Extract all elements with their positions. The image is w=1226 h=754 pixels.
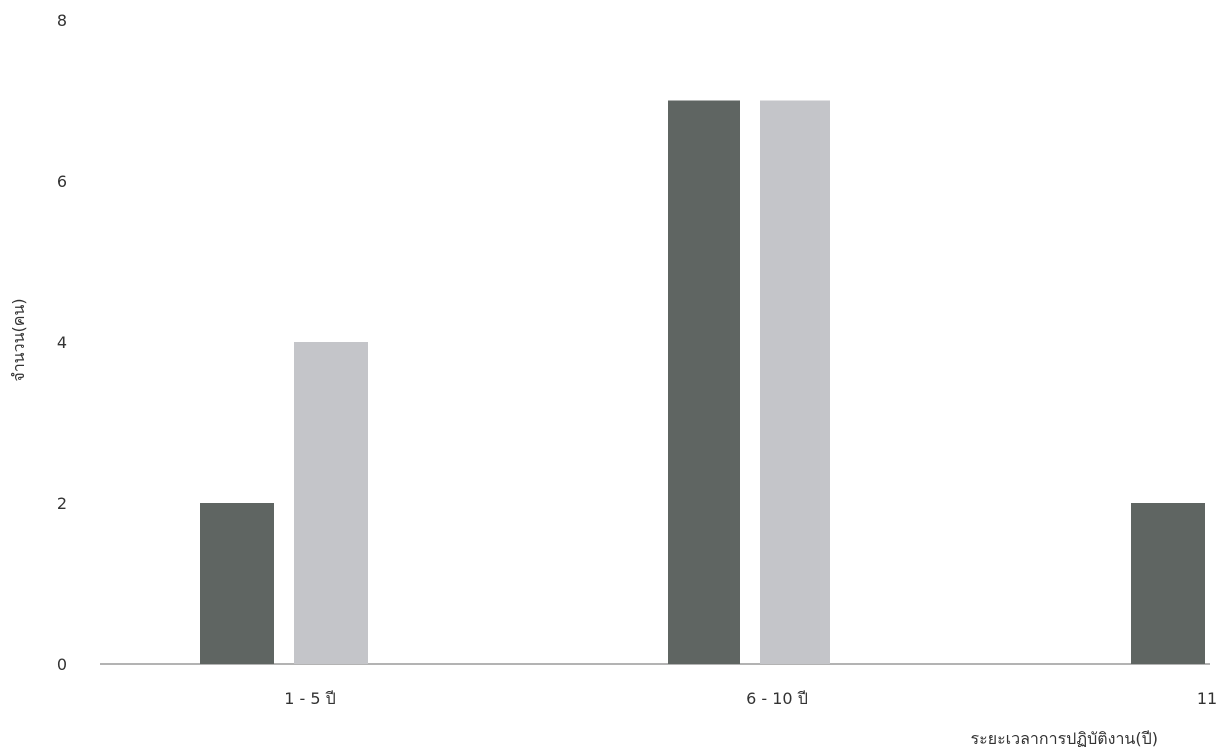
x-tick-label: 11 — [1197, 689, 1217, 708]
bar-dark-2 — [1131, 503, 1205, 664]
x-axis-title: ระยะเวลาการปฏิบัติงาน(ปี) — [971, 729, 1158, 748]
y-tick-label: 8 — [57, 11, 67, 30]
x-tick-label: 6 - 10 ปี — [746, 689, 808, 708]
x-tick-label: 1 - 5 ปี — [284, 689, 336, 708]
y-tick-label: 2 — [57, 494, 67, 513]
bar-dark-1 — [668, 100, 740, 664]
y-tick-label: 4 — [57, 333, 67, 352]
y-tick-label: 0 — [57, 655, 67, 674]
y-tick-label: 6 — [57, 172, 67, 191]
bar-dark-0 — [200, 503, 274, 664]
x-axis-ticks: 1 - 5 ปี 6 - 10 ปี 11 — [284, 689, 1217, 708]
bar-light-0 — [294, 342, 368, 664]
bars — [200, 100, 1205, 664]
y-axis-title: จำนวน(คน) — [9, 298, 28, 381]
y-axis-ticks: 0 2 4 6 8 — [57, 11, 67, 674]
bar-light-1 — [760, 100, 830, 664]
